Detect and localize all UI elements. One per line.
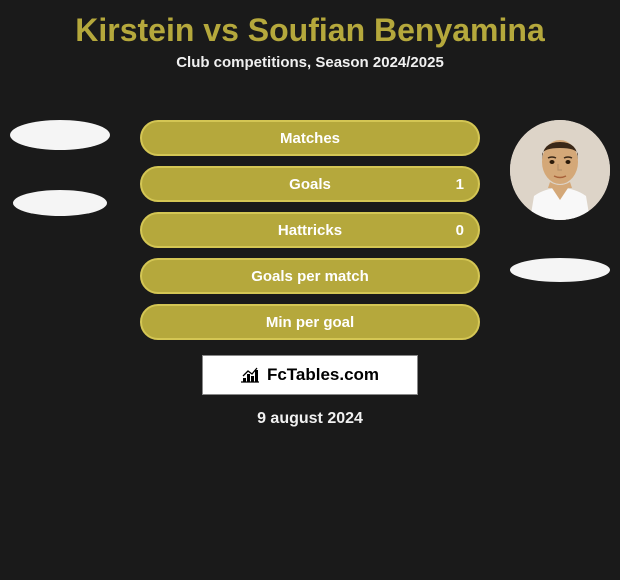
stat-label: Goals per match	[251, 268, 369, 285]
page-title: Kirstein vs Soufian Benyamina	[0, 0, 620, 54]
avatar-photo-icon	[510, 120, 610, 220]
chart-icon	[241, 366, 263, 384]
stat-value-right: 0	[456, 222, 464, 239]
player-right-avatar	[510, 120, 610, 220]
logo-label: FcTables.com	[267, 365, 379, 385]
stat-value-right: 1	[456, 176, 464, 193]
stat-label: Min per goal	[266, 314, 354, 331]
player-left-container	[10, 120, 110, 216]
stats-bars: Matches Goals 1 Hattricks 0 Goals per ma…	[140, 120, 480, 350]
player-right-name-pill	[510, 258, 610, 282]
stat-bar-matches: Matches	[140, 120, 480, 156]
stat-bar-hattricks: Hattricks 0	[140, 212, 480, 248]
logo-text: FcTables.com	[241, 365, 379, 385]
stat-bar-min-per-goal: Min per goal	[140, 304, 480, 340]
page-subtitle: Club competitions, Season 2024/2025	[0, 54, 620, 101]
stat-label: Hattricks	[278, 222, 342, 239]
stat-label: Goals	[289, 176, 331, 193]
player-left-avatar-placeholder-1	[10, 120, 110, 150]
stat-bar-goals-per-match: Goals per match	[140, 258, 480, 294]
stat-bar-goals: Goals 1	[140, 166, 480, 202]
stat-label: Matches	[280, 130, 340, 147]
logo-box: FcTables.com	[202, 355, 418, 395]
date-label: 9 august 2024	[0, 410, 620, 428]
player-right-container	[510, 120, 610, 282]
player-left-avatar-placeholder-2	[13, 190, 107, 216]
